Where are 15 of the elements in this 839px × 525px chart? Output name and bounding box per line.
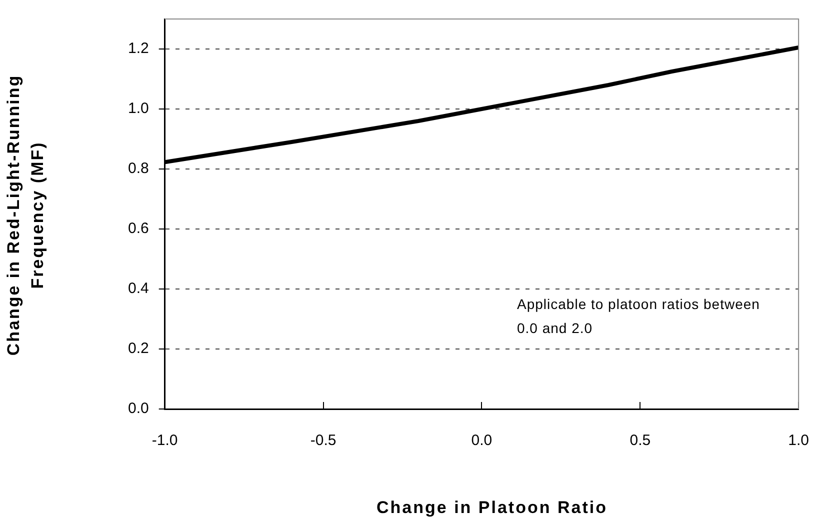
y-axis-title: Change in Red-Light-Running Frequency (MF)	[3, 73, 48, 358]
x-axis-title: Change in Platoon Ratio	[376, 498, 608, 518]
x-tick-label: -0.5	[310, 432, 336, 450]
y-tick-label: 1.0	[128, 100, 149, 118]
x-tick-label: 0.0	[471, 432, 492, 450]
y-tick-label: 1.2	[128, 40, 149, 58]
y-tick-label: 0.8	[128, 160, 149, 178]
y-tick-label: 0.0	[128, 400, 149, 418]
y-tick-label: 0.6	[128, 220, 149, 238]
annotation: Applicable to platoon ratios between 0.0 and 2.0	[517, 295, 761, 338]
x-tick-label: 0.5	[630, 432, 651, 450]
y-tick-label: 0.4	[128, 280, 149, 298]
x-tick-label: -1.0	[152, 432, 178, 450]
x-tick-label: 1.0	[788, 432, 810, 450]
y-tick-label: 0.2	[128, 340, 149, 358]
